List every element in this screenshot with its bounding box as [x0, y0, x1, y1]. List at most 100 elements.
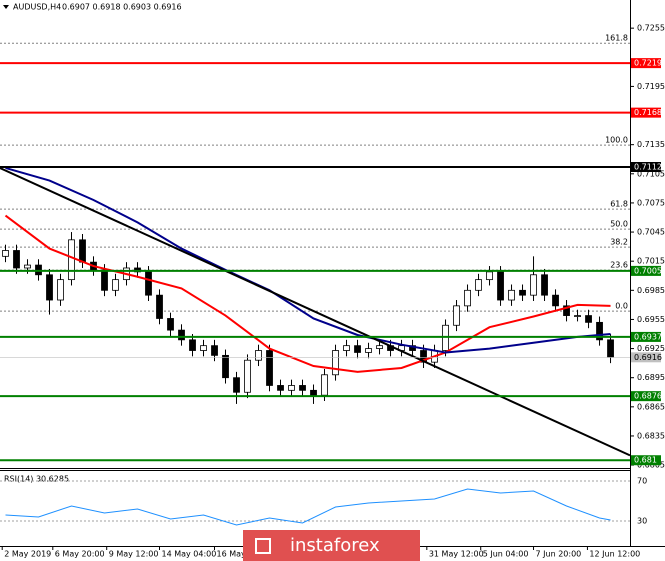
watermark-text: instaforex — [290, 535, 380, 556]
candle-body — [2, 250, 9, 257]
candle-body — [563, 305, 570, 316]
level-label-box — [631, 391, 661, 402]
candle-body — [200, 345, 207, 351]
rsi-title: RSI(14) 30.6285 — [4, 475, 69, 484]
level-label: 0.6876 — [634, 392, 662, 401]
candle-body — [519, 289, 526, 296]
candle-body — [233, 377, 240, 393]
y-tick-label: 0.6865 — [637, 402, 665, 411]
level-label: 0.7005 — [634, 266, 662, 275]
fib-label: 161.8 — [605, 34, 628, 43]
candle-body — [596, 321, 603, 341]
candle-body — [475, 279, 482, 291]
watermark: instaforex — [243, 530, 420, 561]
x-tick-label: 16 May — [217, 550, 247, 559]
candle-body — [189, 339, 196, 351]
fib-label: 61.8 — [610, 200, 628, 209]
candle-body — [244, 359, 251, 393]
fib-label: 38.2 — [610, 238, 628, 247]
candle-body — [299, 385, 306, 391]
candle-body — [464, 289, 471, 307]
level-label-box — [631, 162, 661, 173]
candle-body — [497, 271, 504, 301]
x-tick-label: 7 Jun 20:00 — [536, 550, 582, 559]
y-tick-label: 0.6985 — [637, 286, 665, 295]
y-tick-label: 0.7105 — [637, 169, 665, 178]
y-tick-label: 0.6955 — [637, 315, 665, 324]
y-tick-label: 0.7255 — [637, 24, 665, 33]
candle-body — [574, 315, 581, 317]
candle-body — [24, 264, 31, 269]
candle-body — [310, 389, 317, 396]
menu-icon[interactable] — [3, 5, 9, 9]
series-line — [5, 167, 611, 354]
level-label: 0.7112 — [634, 163, 662, 172]
candle-body — [255, 350, 262, 361]
x-tick-label: 14 May 04:00 — [162, 550, 217, 559]
candle-body — [585, 315, 592, 323]
y-tick-label: 0.7015 — [637, 257, 665, 266]
y-tick-label: 70 — [637, 477, 647, 486]
level-label: 0.7168 — [634, 108, 662, 117]
candle-body — [46, 274, 53, 301]
candle-body — [541, 274, 548, 296]
series-line — [5, 488, 611, 526]
level-label-box — [631, 107, 661, 118]
fib-label: 23.6 — [610, 261, 628, 270]
series-line — [0, 167, 631, 457]
candle-body — [365, 348, 372, 353]
y-tick-label: 0.7195 — [637, 82, 665, 91]
watermark-icon — [255, 538, 271, 554]
y-tick-label: 0.7135 — [637, 140, 665, 149]
candle-body — [222, 354, 229, 379]
level-label-box — [631, 265, 661, 276]
candle-body — [321, 374, 328, 396]
candle-body — [167, 318, 174, 331]
level-label-box — [631, 331, 661, 342]
candle-body — [288, 385, 295, 391]
candle-body — [266, 350, 273, 386]
x-tick-label: 6 May 20:00 — [55, 550, 105, 559]
candle-body — [376, 345, 383, 349]
y-tick-label: 0.6895 — [637, 373, 665, 382]
chart-subtitle: 0.6907 0.6918 0.6903 0.6916 — [62, 3, 182, 12]
candle-body — [112, 279, 119, 291]
x-tick-label: 31 May 12:00 — [429, 550, 484, 559]
y-tick-label: 30 — [637, 517, 647, 526]
candle-body — [607, 339, 614, 358]
x-tick-label: 2 May 2019 — [4, 550, 51, 559]
candle-body — [277, 385, 284, 391]
candle-body — [79, 239, 86, 263]
candle-body — [486, 271, 493, 281]
level-label: 0.6916 — [634, 353, 662, 362]
candle-body — [354, 345, 361, 353]
fib-label: 0.0 — [615, 302, 628, 311]
candle-body — [211, 345, 218, 356]
level-label: 0.681 — [634, 456, 657, 465]
candle-body — [68, 239, 75, 281]
level-label: 0.7219 — [634, 59, 662, 68]
y-tick-label: 0.7045 — [637, 228, 665, 237]
candle-body — [343, 345, 350, 351]
level-label-box — [631, 352, 661, 363]
watermark-box — [243, 530, 420, 561]
chart-title: AUDUSD,H4 — [13, 3, 61, 12]
candle-body — [552, 294, 559, 307]
candle-body — [101, 269, 108, 291]
x-tick-label: 9 May 12:00 — [109, 550, 159, 559]
candle-body — [453, 305, 460, 326]
x-tick-label: 5 Jun 04:00 — [483, 550, 529, 559]
level-label: 0.6937 — [634, 332, 662, 341]
candle-body — [57, 279, 64, 301]
fib-label: 100.0 — [605, 136, 628, 145]
candle-body — [178, 329, 185, 341]
level-label-box — [631, 58, 661, 69]
level-label-box — [631, 455, 661, 466]
series-line — [4, 214, 611, 373]
fib-label: 50.0 — [610, 220, 628, 229]
candle-body — [156, 294, 163, 319]
candle-body — [13, 250, 20, 269]
candle-body — [145, 271, 152, 296]
